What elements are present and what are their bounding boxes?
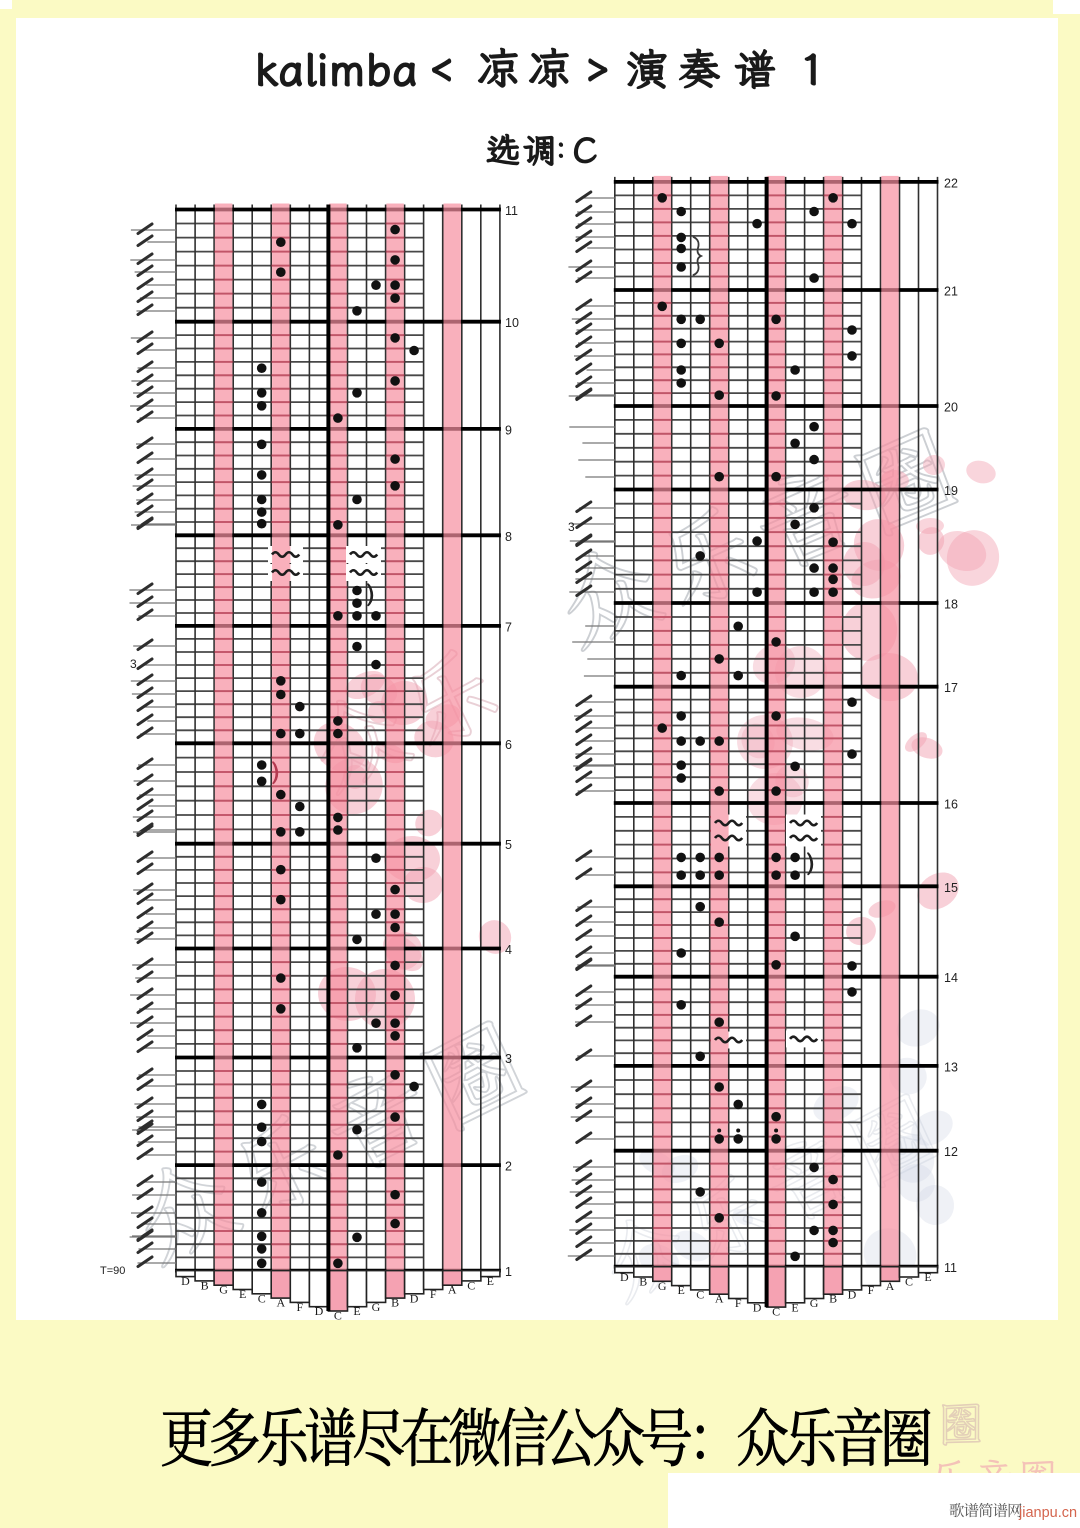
svg-text:C: C (696, 1287, 704, 1301)
svg-text:3: 3 (568, 520, 575, 534)
svg-text:E: E (924, 1270, 931, 1284)
svg-text:20: 20 (944, 401, 958, 415)
svg-text:G: G (810, 1296, 819, 1310)
svg-text:E: E (487, 1274, 494, 1288)
svg-text:G: G (658, 1279, 667, 1293)
svg-text:5: 5 (505, 838, 512, 852)
svg-text:C: C (258, 1291, 266, 1305)
svg-text:F: F (296, 1300, 303, 1314)
svg-text:E: E (678, 1283, 685, 1297)
svg-text:11: 11 (944, 1261, 957, 1275)
svg-text:7: 7 (505, 620, 512, 634)
svg-text:D: D (620, 1270, 629, 1284)
svg-text:B: B (391, 1296, 399, 1310)
svg-text:D: D (848, 1287, 857, 1301)
svg-text:C: C (772, 1305, 780, 1319)
svg-text:B: B (201, 1278, 209, 1292)
svg-text:T=90: T=90 (100, 1265, 125, 1277)
svg-text:C: C (334, 1309, 342, 1323)
svg-text:22: 22 (944, 176, 958, 190)
svg-text:19: 19 (944, 484, 958, 498)
svg-text:B: B (829, 1292, 837, 1306)
svg-text:C: C (467, 1278, 475, 1292)
svg-text:E: E (791, 1300, 798, 1314)
svg-text:16: 16 (944, 798, 958, 812)
svg-text:F: F (868, 1283, 875, 1297)
svg-text:12: 12 (944, 1145, 958, 1159)
svg-text:11: 11 (505, 204, 518, 218)
svg-text:B: B (639, 1275, 647, 1289)
svg-text:1: 1 (505, 1265, 512, 1279)
svg-text:D: D (181, 1274, 190, 1288)
svg-text:15: 15 (944, 881, 958, 895)
svg-text:18: 18 (944, 598, 958, 612)
svg-text:A: A (276, 1296, 285, 1310)
svg-text:jianpu.cn: jianpu.cn (1018, 1505, 1077, 1521)
svg-text:D: D (315, 1304, 324, 1318)
svg-text:14: 14 (944, 971, 958, 985)
svg-text:3: 3 (130, 657, 137, 671)
svg-text:21: 21 (944, 285, 958, 299)
svg-text:13: 13 (944, 1060, 958, 1074)
svg-text:A: A (886, 1279, 895, 1293)
svg-text:8: 8 (505, 530, 512, 544)
svg-text:2: 2 (505, 1160, 512, 1174)
svg-text:10: 10 (505, 316, 519, 330)
svg-text:3: 3 (505, 1052, 512, 1066)
svg-text:F: F (735, 1296, 742, 1310)
svg-text:D: D (410, 1291, 419, 1305)
svg-text:E: E (239, 1287, 246, 1301)
svg-text:4: 4 (505, 943, 512, 957)
svg-text:D: D (753, 1300, 762, 1314)
svg-text:17: 17 (944, 681, 958, 695)
svg-text:A: A (715, 1292, 724, 1306)
svg-text:E: E (353, 1304, 360, 1318)
svg-text:6: 6 (505, 738, 512, 752)
svg-text:G: G (372, 1300, 381, 1314)
svg-text:A: A (448, 1283, 457, 1297)
svg-text:G: G (219, 1283, 228, 1297)
svg-text:C: C (905, 1275, 913, 1289)
svg-text:9: 9 (505, 423, 512, 437)
svg-text:F: F (430, 1287, 437, 1301)
